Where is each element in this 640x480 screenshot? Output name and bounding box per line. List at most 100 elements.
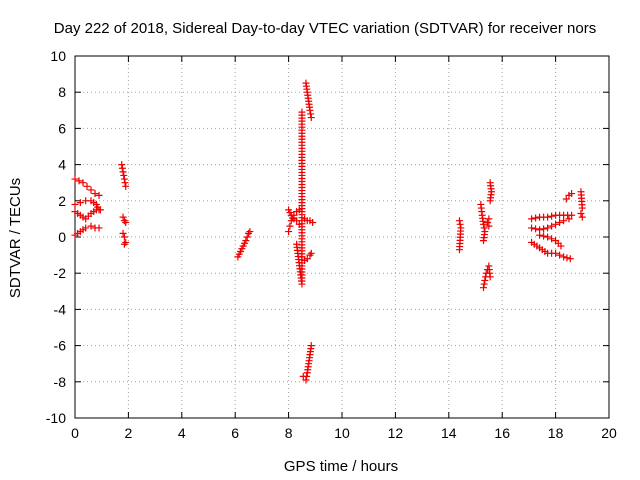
data-point [480, 280, 488, 288]
data-point [565, 215, 573, 223]
data-point [307, 342, 315, 350]
x-tick-label: 14 [441, 425, 457, 441]
data-point [285, 228, 293, 236]
data-point [552, 220, 560, 228]
y-axis-label: SDTVAR / TECUs [7, 178, 24, 298]
y-tick-label: 8 [58, 84, 66, 100]
data-point [532, 225, 540, 233]
data-point [71, 175, 79, 183]
data-point [548, 222, 556, 230]
data-point [120, 233, 128, 241]
data-point [119, 213, 127, 221]
data-point [119, 229, 127, 237]
data-point [536, 231, 544, 239]
data-point [303, 255, 311, 263]
data-point [456, 220, 464, 228]
y-tick-label: -10 [46, 410, 66, 426]
y-tick-label: 0 [58, 229, 66, 245]
y-tick-label: 10 [50, 48, 66, 64]
data-point [480, 237, 488, 245]
data-point [480, 284, 488, 292]
x-tick-label: 12 [388, 425, 404, 441]
data-point [307, 110, 315, 118]
data-point [552, 249, 560, 257]
data-point [120, 217, 128, 225]
grid [75, 56, 609, 418]
data-point [287, 211, 295, 219]
data-point [302, 376, 310, 384]
data-point [556, 219, 564, 227]
data-point [76, 199, 84, 207]
x-tick-labels: 0 2 4 6 8 10 12 14 16 18 20 [71, 425, 617, 441]
data-point [486, 197, 494, 205]
data-point [548, 212, 556, 220]
data-point [119, 168, 127, 176]
data-point [95, 224, 103, 232]
data-point [540, 225, 548, 233]
data-point [528, 215, 536, 223]
x-tick-label: 20 [601, 425, 617, 441]
data-point [544, 213, 552, 221]
data-point [87, 222, 95, 230]
x-tick-label: 10 [334, 425, 350, 441]
data-point [544, 224, 552, 232]
data-point [484, 219, 492, 227]
y-tick-label: 2 [58, 193, 66, 209]
y-tick-label: 6 [58, 120, 66, 136]
data-point [562, 195, 570, 203]
data-point [480, 224, 488, 232]
data-point [480, 220, 488, 228]
data-point [528, 224, 536, 232]
data-point [455, 217, 463, 225]
y-tick-label: 4 [58, 157, 66, 173]
y-tick-label: -8 [54, 374, 67, 390]
data-point [120, 175, 128, 183]
data-point [568, 211, 576, 219]
x-tick-label: 18 [548, 425, 564, 441]
data-point [566, 255, 574, 263]
y-tick-label: -4 [54, 301, 67, 317]
data-point [71, 200, 79, 208]
x-tick-label: 2 [125, 425, 133, 441]
data-point [118, 161, 126, 169]
data-points [71, 79, 586, 384]
data-point [87, 186, 95, 194]
data-point [455, 246, 463, 254]
data-point [486, 273, 494, 281]
data-point [563, 254, 571, 262]
data-point [556, 251, 564, 259]
data-point [544, 233, 552, 241]
y-tick-label: -2 [54, 265, 67, 281]
data-point [95, 191, 103, 199]
data-point [122, 219, 130, 227]
data-point [96, 206, 104, 214]
data-point [557, 242, 565, 250]
data-point [83, 182, 91, 190]
data-point [548, 235, 556, 243]
data-point [532, 214, 540, 222]
data-point [75, 177, 83, 185]
data-point [298, 108, 306, 116]
data-point [540, 232, 548, 240]
data-point [91, 190, 99, 198]
data-point [309, 219, 317, 227]
data-point [307, 114, 315, 122]
data-point [79, 179, 87, 187]
data-point [120, 171, 128, 179]
data-point [481, 276, 489, 284]
data-point [568, 190, 576, 198]
data-point [303, 372, 311, 380]
data-point [560, 253, 568, 261]
x-tick-label: 4 [178, 425, 186, 441]
data-point [578, 204, 586, 212]
data-point [120, 240, 128, 248]
data-point [286, 222, 294, 230]
data-point [82, 224, 90, 232]
data-point [242, 237, 250, 245]
x-axis-label: GPS time / hours [284, 458, 398, 475]
data-point [578, 213, 586, 221]
data-point [307, 249, 315, 257]
data-point [306, 106, 314, 114]
y-tick-labels: -10 -8 -6 -4 -2 0 2 4 6 8 10 [46, 48, 66, 426]
data-point [577, 209, 585, 217]
